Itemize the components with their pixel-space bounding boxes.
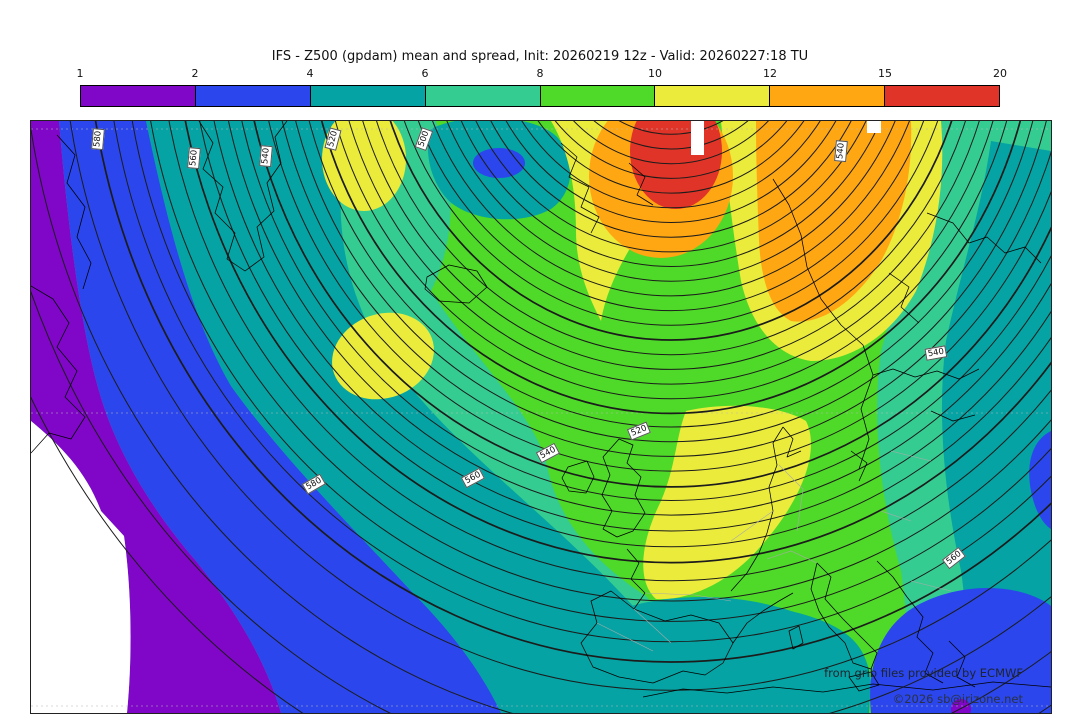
attribution-copyright: ©2026 sb@irizone.net [892, 692, 1023, 706]
mean-contours [31, 121, 1051, 713]
contour-label-540: 540 [834, 139, 848, 163]
colorbar-tick: 15 [878, 67, 892, 80]
page-title: IFS - Z500 (gpdam) mean and spread, Init… [271, 49, 809, 64]
colorbar-segment-2-4 [195, 86, 311, 106]
colorbar-tick: 4 [306, 67, 314, 80]
missing-data-notch [691, 121, 704, 155]
colorbar-segments [80, 85, 1000, 107]
map-svg [31, 121, 1051, 713]
colorbar-segment-15-20 [885, 86, 999, 106]
weather-map: from grib files provided by ECMWF ©2026 … [30, 120, 1052, 714]
colorbar-segment-12-15 [770, 86, 886, 106]
contour-label-580: 580 [91, 127, 105, 151]
colorbar-segment-6-8 [425, 86, 541, 106]
missing-data-notch [867, 121, 881, 133]
colorbar-segment-1-2 [81, 86, 196, 106]
colorbar-tick: 12 [763, 67, 777, 80]
colorbar-tick: 10 [648, 67, 662, 80]
colorbar: 1 2 4 6 8 10 12 15 20 [77, 67, 1007, 107]
spread-shading [31, 121, 1051, 713]
colorbar-segment-10-12 [655, 86, 771, 106]
country-borders [596, 450, 952, 652]
colorbar-tick: 1 [76, 67, 84, 80]
colorbar-tick: 6 [421, 67, 429, 80]
colorbar-tick: 2 [191, 67, 199, 80]
colorbar-tick: 8 [536, 67, 544, 80]
colorbar-tick: 20 [993, 67, 1007, 80]
contour-label-540: 540 [259, 144, 273, 168]
contour-label-560: 560 [187, 146, 201, 170]
colorbar-segment-8-10 [540, 86, 656, 106]
attribution-ecmwf: from grib files provided by ECMWF [824, 666, 1023, 680]
colorbar-ticks: 1 2 4 6 8 10 12 15 20 [76, 67, 1008, 81]
colorbar-segment-4-6 [310, 86, 426, 106]
